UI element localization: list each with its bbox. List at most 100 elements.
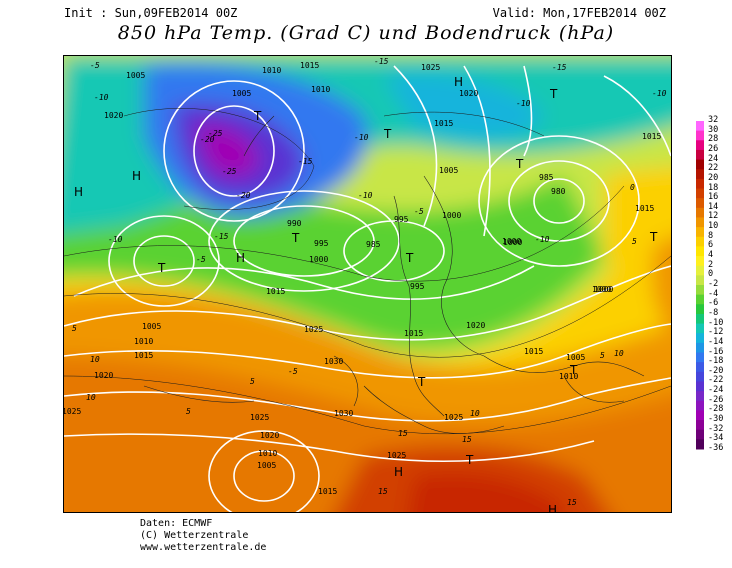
pressure-label: 1025 xyxy=(444,413,463,422)
isobars xyxy=(64,65,671,512)
pressure-label: 1015 xyxy=(134,351,153,360)
color-scale-swatch xyxy=(696,265,704,276)
color-scale-swatch xyxy=(696,381,704,392)
low-center: T xyxy=(649,230,658,244)
pressure-label: 1020 xyxy=(466,321,485,330)
pressure-label: 1025 xyxy=(250,413,269,422)
pressure-label: 990 xyxy=(287,219,302,228)
pressure-label: 995 xyxy=(410,282,425,291)
color-scale-swatch xyxy=(696,333,704,344)
pressure-label: 1015 xyxy=(635,204,654,213)
color-scale-label: -8 xyxy=(708,307,719,318)
pressure-label: 1010 xyxy=(258,449,277,458)
color-scale-label: 26 xyxy=(708,143,719,154)
color-scale-swatch xyxy=(696,227,704,238)
pressure-label: 1005 xyxy=(566,353,585,362)
color-scale-swatch xyxy=(696,217,704,228)
color-scale-bar xyxy=(696,121,704,450)
temperature-labels: -5 -10 -20 -25 -25 -20 -15 -15 -10 -10 -… xyxy=(72,57,667,507)
color-scale-swatch xyxy=(696,140,704,151)
pressure-label: 1000 xyxy=(503,238,522,247)
pressure-centers: H H H H H H T T T T T T T T T T T xyxy=(74,75,658,512)
valid-time-label: Valid: Mon,17FEB2014 00Z xyxy=(492,6,666,20)
color-scale-swatch xyxy=(696,169,704,180)
temperature-label: -10 xyxy=(535,235,550,244)
temperature-label: -5 xyxy=(196,255,206,264)
color-scale-swatch xyxy=(696,275,704,286)
high-center: H xyxy=(454,75,463,89)
pressure-label: 980 xyxy=(551,187,566,196)
temperature-label: 5 xyxy=(600,351,605,360)
pressure-label: 1025 xyxy=(421,63,440,72)
color-scale-swatch xyxy=(696,304,704,315)
pressure-label: 1030 xyxy=(324,357,343,366)
temperature-label: -10 xyxy=(358,191,373,200)
low-center: T xyxy=(405,251,414,265)
pressure-label: 1000 xyxy=(594,285,613,294)
temperature-label: -5 xyxy=(288,367,298,376)
low-center: T xyxy=(465,453,474,467)
color-scale-swatch xyxy=(696,391,704,402)
pressure-label: 1005 xyxy=(257,461,276,470)
temperature-label: -10 xyxy=(516,99,531,108)
temperature-label: -5 xyxy=(90,61,100,70)
pressure-label: 1000 xyxy=(502,237,521,246)
color-scale-label: -4 xyxy=(708,288,719,299)
init-time-label: Init : Sun,09FEB2014 00Z xyxy=(64,6,238,20)
temperature-label: 15 xyxy=(567,498,577,507)
low-center: T xyxy=(515,157,524,171)
low-center: T xyxy=(253,109,262,123)
pressure-label: 1005 xyxy=(126,71,145,80)
temperature-shading xyxy=(64,56,671,512)
temperature-label: -10 xyxy=(108,235,123,244)
color-scale-swatch xyxy=(696,236,704,247)
temperature-label: 10 xyxy=(86,393,96,402)
pressure-label: 985 xyxy=(366,240,381,249)
color-scale-swatch xyxy=(696,121,704,132)
color-scale-swatch xyxy=(696,188,704,199)
map-title: 850 hPa Temp. (Grad C) und Bodendruck (h… xyxy=(117,22,615,44)
pressure-label: 1005 xyxy=(232,89,251,98)
color-scale-swatch xyxy=(696,429,704,440)
color-scale-label: -14 xyxy=(708,336,724,347)
color-scale-swatch xyxy=(696,159,704,170)
weather-map: 1005 1010 1015 1020 1025 1010 1005 1015 … xyxy=(63,55,672,513)
color-scale-swatch xyxy=(696,178,704,190)
pressure-label: 1010 xyxy=(311,85,330,94)
credits: Daten: ECMWF (C) Wetterzentrale www.wett… xyxy=(140,518,266,554)
color-scale-swatch xyxy=(696,313,704,325)
pressure-label: 1015 xyxy=(404,329,423,338)
pressure-label: 1015 xyxy=(300,61,319,70)
color-scale-swatch xyxy=(696,294,704,305)
color-scale-swatch xyxy=(696,323,704,334)
color-scale-label: -32 xyxy=(708,423,724,434)
color-scale-label: 6 xyxy=(708,240,714,251)
low-center: T xyxy=(417,375,426,389)
color-scale-label: 8 xyxy=(708,230,714,241)
color-scale-swatch xyxy=(696,420,704,431)
temperature-label: -10 xyxy=(652,89,667,98)
pressure-labels: 1005 1010 1015 1020 1025 1010 1005 1015 … xyxy=(64,61,661,496)
color-scale-label: -20 xyxy=(708,365,724,376)
temperature-field: 1005 1010 1015 1020 1025 1010 1005 1015 … xyxy=(64,56,671,512)
temperature-label: -15 xyxy=(298,157,313,166)
color-scale-label: 24 xyxy=(708,153,719,164)
temperature-label: -15 xyxy=(214,232,229,241)
color-scale-label: -18 xyxy=(708,356,724,367)
temperature-label: 10 xyxy=(470,409,480,418)
color-scale-swatch xyxy=(696,246,704,257)
high-center: H xyxy=(394,465,403,479)
temperature-label: 0 xyxy=(630,183,635,192)
pressure-label: 1025 xyxy=(64,407,81,416)
color-scale-label: 4 xyxy=(708,250,714,261)
pressure-label: 1005 xyxy=(439,166,458,175)
color-scale-label: -2 xyxy=(708,279,719,289)
pressure-label: 1015 xyxy=(266,287,285,296)
pressure-label: 1000 xyxy=(592,285,611,294)
pressure-label: 1020 xyxy=(94,371,113,380)
pressure-label: 1010 xyxy=(559,372,578,381)
coastlines xyxy=(143,115,645,434)
temperature-label: 10 xyxy=(614,349,624,358)
color-scale-label: 16 xyxy=(708,192,719,203)
pressure-label: 1015 xyxy=(434,119,453,128)
